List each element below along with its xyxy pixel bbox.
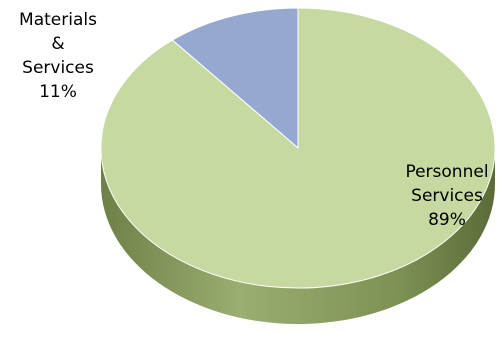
pie-side-group [101, 148, 495, 324]
pie-slice-1 [100, 7, 496, 289]
pie-top-group [100, 7, 496, 289]
slice-label-line: Materials [19, 10, 97, 30]
pie-side-wall [101, 148, 495, 324]
slice-value-label: 11% [39, 82, 77, 102]
slice-label-line: Services [411, 186, 483, 206]
pie-slice-0 [171, 7, 299, 150]
slice-label-materials-services: Materials & Services 11% [8, 8, 108, 104]
slice-label-line: & [51, 34, 65, 54]
slice-label-line: Services [22, 58, 94, 78]
slice-value-label: 89% [428, 210, 466, 230]
slice-label-line: Personnel [405, 162, 489, 182]
slice-label-personnel-services: Personnel Services 89% [392, 160, 500, 232]
